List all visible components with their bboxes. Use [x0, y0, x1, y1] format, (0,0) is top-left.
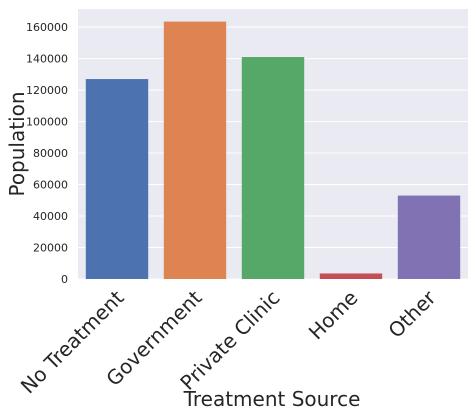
bars — [85, 21, 461, 280]
y-axis-ticks: 0 20000 40000 60000 80000 100000 120000 140000 1… — [26, 21, 68, 286]
bar — [85, 79, 149, 279]
y-tick-label: 140000 — [26, 53, 68, 66]
y-tick-label: 100000 — [26, 116, 68, 129]
bar — [241, 57, 305, 280]
bar — [319, 273, 383, 279]
y-axis-label: Population — [5, 91, 29, 196]
x-axis-label: Treatment Source — [183, 387, 361, 411]
bar — [163, 21, 227, 279]
y-tick-label: 0 — [61, 273, 68, 286]
x-tick-label: Other — [383, 285, 441, 343]
y-tick-label: 160000 — [26, 21, 68, 34]
y-tick-label: 40000 — [33, 210, 68, 223]
y-tick-label: 120000 — [26, 84, 68, 97]
x-tick-label: Home — [304, 286, 363, 345]
bar — [397, 195, 461, 279]
y-tick-label: 20000 — [33, 242, 68, 255]
y-tick-label: 80000 — [33, 147, 68, 160]
y-tick-label: 60000 — [33, 179, 68, 192]
